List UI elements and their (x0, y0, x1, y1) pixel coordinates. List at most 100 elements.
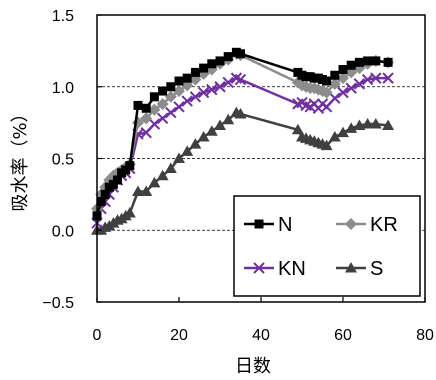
point-s-19 (214, 119, 226, 130)
point-n-16 (190, 67, 200, 77)
x-tick-label-4: 80 (416, 327, 434, 344)
point-kn-18 (206, 83, 218, 96)
point-s-33 (345, 122, 358, 133)
legend-label-kn: KN (278, 258, 306, 280)
point-s-20 (222, 113, 235, 125)
point-s-8 (123, 207, 136, 218)
legend-item-n: N (244, 214, 292, 236)
point-s-17 (197, 130, 210, 142)
series-s (91, 106, 395, 235)
point-n-2 (100, 189, 110, 199)
point-n-15 (182, 73, 192, 83)
point-kn-37 (382, 72, 394, 84)
point-kr-32 (337, 72, 349, 85)
point-kn-15 (181, 95, 193, 107)
x-tick-label-1: 20 (170, 327, 188, 344)
point-s-36 (369, 118, 382, 129)
point-kr-12 (156, 97, 169, 110)
point-kn-31 (329, 92, 341, 104)
y-tick-label-1: 0.0 (52, 223, 74, 240)
point-s-16 (189, 138, 202, 149)
point-kn-13 (165, 106, 177, 119)
point-s-22 (234, 108, 247, 119)
point-n-35 (363, 56, 373, 66)
y-axis-label: 吸水率（%） (10, 104, 31, 211)
point-s-12 (156, 169, 169, 181)
series-layer (91, 47, 395, 235)
legend-marker-s (345, 262, 357, 273)
legend-marker-n (254, 219, 264, 229)
point-n-33 (346, 60, 356, 70)
point-n-17 (199, 63, 209, 73)
point-kn-22 (234, 73, 247, 86)
legend: N KR KN S (233, 195, 421, 297)
point-kn-11 (148, 118, 161, 130)
x-tick-label-3: 60 (334, 327, 352, 344)
point-s-23 (291, 123, 304, 135)
point-kn-16 (189, 91, 202, 103)
point-n-1 (96, 197, 106, 207)
point-s-37 (382, 119, 395, 130)
point-n-9 (133, 100, 143, 110)
point-kn-20 (222, 76, 234, 89)
point-kn-32 (337, 86, 349, 99)
point-n-20 (223, 52, 233, 62)
point-kn-17 (197, 86, 210, 99)
y-axis: −0.5 0.0 0.5 1.0 1.5 (42, 8, 102, 312)
legend-item-kr: KR (336, 214, 398, 236)
point-n-10 (141, 103, 151, 113)
point-n-11 (149, 92, 159, 102)
legend-marker-kr (345, 218, 357, 230)
point-n-32 (338, 65, 348, 75)
point-n-34 (354, 57, 364, 67)
legend-marker-kn (253, 262, 265, 274)
point-n-37 (383, 57, 393, 67)
point-kn-19 (214, 81, 226, 93)
y-tick-label-0: −0.5 (42, 295, 74, 312)
point-n-14 (174, 76, 184, 86)
point-n-8 (125, 161, 135, 171)
x-tick-label-2: 40 (252, 327, 270, 344)
point-s-13 (164, 162, 177, 174)
point-kn-10 (140, 126, 152, 139)
point-kr-14 (173, 85, 185, 98)
y-tick-label-3: 1.0 (52, 80, 74, 97)
point-kr-13 (164, 90, 177, 103)
point-kn-36 (370, 72, 382, 84)
legend-item-kn: KN (244, 258, 306, 280)
point-kr-10 (140, 112, 153, 125)
point-s-9 (132, 185, 144, 197)
y-tick-label-4: 1.5 (52, 8, 74, 25)
legend-box (233, 195, 421, 297)
point-kr-11 (148, 103, 161, 116)
point-n-19 (215, 56, 225, 66)
series-n (92, 47, 393, 221)
point-n-18 (207, 59, 217, 69)
y-tick-label-2: 0.5 (52, 152, 74, 169)
point-s-11 (148, 176, 161, 188)
point-kn-30 (320, 101, 333, 113)
point-kn-33 (345, 82, 357, 94)
x-axis: 0 20 40 60 80 (93, 297, 434, 344)
point-s-15 (181, 145, 194, 156)
legend-label-kr: KR (370, 214, 398, 236)
point-n-30 (322, 76, 332, 86)
point-kr-31 (328, 77, 341, 90)
point-kn-12 (156, 112, 169, 125)
legend-label-n: N (278, 214, 292, 236)
point-n-22 (236, 49, 245, 59)
point-s-10 (140, 185, 153, 197)
point-n-31 (330, 70, 340, 80)
point-s-18 (205, 125, 218, 136)
point-kn-14 (173, 101, 185, 113)
point-kr-30 (320, 86, 333, 99)
legend-item-s: S (336, 258, 383, 280)
point-n-12 (158, 86, 168, 96)
x-axis-label: 日数 (235, 356, 271, 377)
point-s-35 (361, 118, 374, 129)
point-s-30 (320, 139, 333, 151)
point-s-31 (328, 130, 341, 142)
legend-label-s: S (370, 258, 383, 280)
point-s-14 (173, 152, 185, 163)
